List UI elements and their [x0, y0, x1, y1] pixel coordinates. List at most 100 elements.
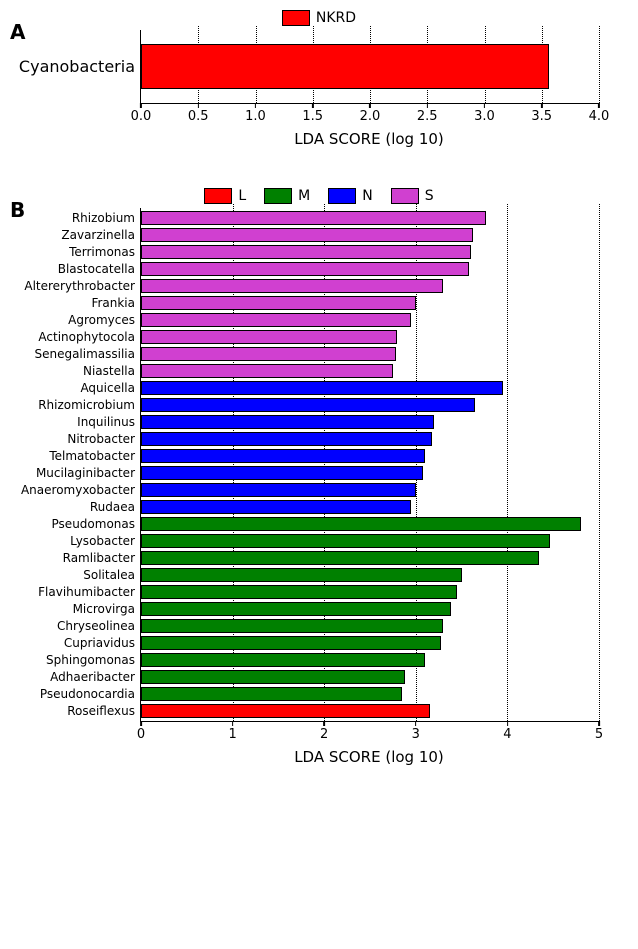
bar: [141, 296, 416, 310]
grid-line: [599, 204, 600, 721]
y-label: Pseudonocardia: [40, 688, 141, 700]
bar: [141, 245, 471, 259]
bar: [141, 262, 469, 276]
x-tick: 3.5: [531, 103, 552, 124]
bar: [141, 636, 441, 650]
bar: [141, 313, 411, 327]
y-label: Lysobacter: [70, 535, 141, 547]
grid-line: [599, 26, 600, 103]
bar: [141, 568, 462, 582]
y-label: Microvirga: [73, 603, 141, 615]
y-label: Pseudomonas: [52, 518, 141, 530]
x-tick: 1.5: [302, 103, 323, 124]
x-tick: 0.0: [131, 103, 152, 124]
y-label: Senegalimassilia: [34, 348, 141, 360]
legend-item: N: [328, 188, 372, 204]
bar: [141, 364, 393, 378]
y-label: Altererythrobacter: [24, 280, 141, 292]
y-label: Agromyces: [68, 314, 141, 326]
panel-a: A NKRD 0.00.51.01.52.02.53.03.54.0Cyanob…: [10, 10, 628, 148]
bar: [141, 381, 503, 395]
legend-swatch: [328, 188, 356, 204]
legend-item: NKRD: [282, 10, 356, 26]
bar: [141, 704, 430, 718]
y-label: Anaeromyxobacter: [21, 484, 141, 496]
panel-b-legend: LMNS: [10, 188, 628, 204]
y-label: Chryseolinea: [57, 620, 141, 632]
y-label: Nitrobacter: [67, 433, 141, 445]
bar: [141, 653, 425, 667]
x-tick: 1.0: [245, 103, 266, 124]
bar: [141, 500, 411, 514]
y-label: Ramlibacter: [63, 552, 141, 564]
panel-b-plot: 012345RhizobiumZavarzinellaTerrimonasBla…: [140, 208, 598, 766]
panel-a-legend: NKRD: [10, 10, 628, 26]
grid-line: [507, 204, 508, 721]
x-tick: 5: [595, 721, 603, 742]
y-label: Mucilaginibacter: [36, 467, 141, 479]
legend-swatch: [204, 188, 232, 204]
x-tick: 2.0: [360, 103, 381, 124]
legend-swatch: [391, 188, 419, 204]
bar: [141, 517, 581, 531]
bar: [141, 551, 539, 565]
x-tick: 3.0: [474, 103, 495, 124]
legend-label: NKRD: [316, 10, 356, 26]
legend-item: S: [391, 188, 434, 204]
y-label: Roseiflexus: [67, 705, 141, 717]
x-tick: 2: [320, 721, 328, 742]
bar: [141, 228, 473, 242]
x-tick: 4: [503, 721, 511, 742]
panel-b-label: B: [10, 198, 25, 222]
y-label: Niastella: [83, 365, 141, 377]
x-tick: 0.5: [188, 103, 209, 124]
bar: [141, 347, 396, 361]
x-tick: 1: [228, 721, 236, 742]
y-label: Cupriavidus: [64, 637, 141, 649]
y-label: Solitalea: [83, 569, 141, 581]
y-label: Flavihumibacter: [38, 586, 141, 598]
panel-a-label: A: [10, 20, 25, 44]
y-label: Terrimonas: [69, 246, 141, 258]
bar: [141, 619, 443, 633]
bar: [141, 483, 416, 497]
legend-item: L: [204, 188, 246, 204]
bar: [141, 398, 475, 412]
y-label: Aquicella: [80, 382, 141, 394]
bar: [141, 670, 405, 684]
y-label: Rudaea: [90, 501, 141, 513]
x-tick: 3: [412, 721, 420, 742]
legend-swatch: [282, 10, 310, 26]
y-label: Inquilinus: [77, 416, 141, 428]
bar: [141, 585, 457, 599]
y-label: Actinophytocola: [38, 331, 141, 343]
bar: [141, 279, 443, 293]
bar: [141, 211, 486, 225]
y-label: Zavarzinella: [61, 229, 141, 241]
panel-a-x-title: LDA SCORE (log 10): [140, 130, 598, 148]
y-label: Cyanobacteria: [19, 59, 141, 75]
y-label: Telmatobacter: [49, 450, 141, 462]
legend-label: L: [238, 188, 246, 204]
bar: [141, 44, 549, 89]
legend-label: M: [298, 188, 310, 204]
y-label: Frankia: [91, 297, 141, 309]
legend-label: S: [425, 188, 434, 204]
panel-a-plot: 0.00.51.01.52.02.53.03.54.0Cyanobacteria…: [140, 30, 598, 148]
panel-b-x-title: LDA SCORE (log 10): [140, 748, 598, 766]
bar: [141, 330, 397, 344]
y-label: Blastocatella: [58, 263, 141, 275]
panel-b: B LMNS 012345RhizobiumZavarzinellaTerrim…: [10, 188, 628, 766]
bar: [141, 534, 550, 548]
bar: [141, 415, 434, 429]
y-label: Rhizobium: [72, 212, 141, 224]
x-tick: 2.5: [417, 103, 438, 124]
y-label: Sphingomonas: [46, 654, 141, 666]
bar: [141, 449, 425, 463]
bar: [141, 432, 432, 446]
bar: [141, 687, 402, 701]
y-label: Adhaeribacter: [50, 671, 141, 683]
legend-swatch: [264, 188, 292, 204]
legend-item: M: [264, 188, 310, 204]
y-label: Rhizomicrobium: [38, 399, 141, 411]
